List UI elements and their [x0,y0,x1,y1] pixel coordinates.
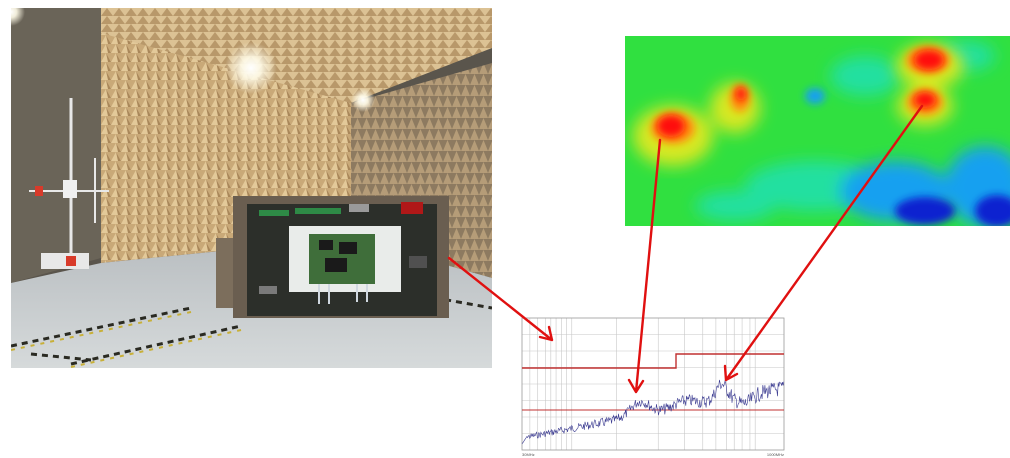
near-field-heatmap [625,36,1010,226]
floor-markings [11,288,492,366]
ceiling-absorbers [101,8,492,103]
ceiling-light-1 [225,42,277,94]
emission-trace [521,379,785,445]
chart-svg: 30MHz 1000MHz [518,316,788,458]
heatmap-drawing [625,36,1010,226]
ceiling-light-2 [351,88,375,112]
left-wall [11,8,101,283]
x-tick-right: 1000MHz [767,452,784,457]
pcb-drawing [233,196,449,318]
pcb-photo [233,196,449,318]
ceiling-light-3 [11,8,25,26]
pcb-cables [318,284,368,304]
heatmap-peak-regions [657,50,944,137]
floor-markings-yellow [11,311,242,368]
emission-spectrum-chart: 30MHz 1000MHz [518,316,788,458]
antenna-mast [29,98,109,269]
pcb-components [259,202,427,294]
x-tick-left: 30MHz [522,452,535,457]
